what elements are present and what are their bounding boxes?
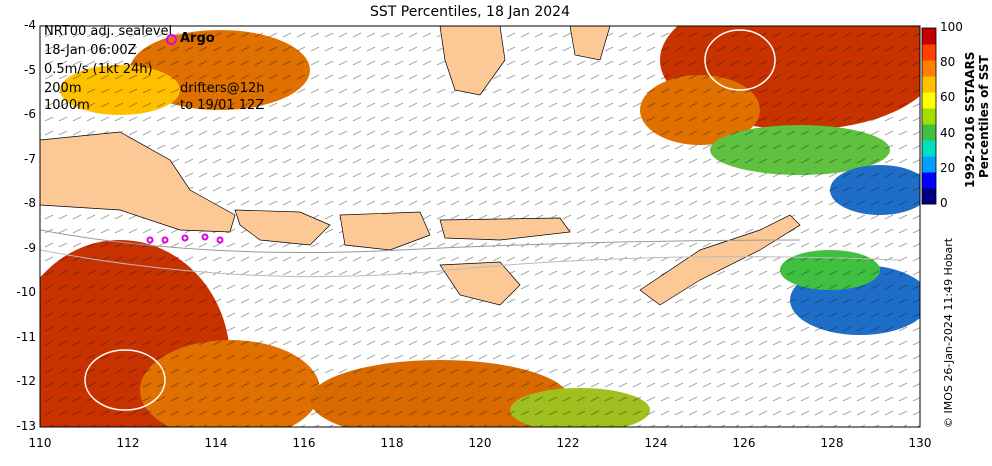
argo-floats (146, 233, 224, 244)
land-timor (639, 214, 801, 306)
land-flores (439, 217, 571, 241)
colorbar-swatch (922, 92, 936, 109)
y-tick-label: -11 (16, 329, 36, 344)
colorbar-tick-label: 20 (940, 160, 956, 175)
colorbar-tick-label: 60 (940, 90, 956, 105)
y-tick-label: -10 (16, 285, 36, 299)
isobath-1000m (40, 249, 901, 278)
map-title: SST Percentiles, 18 Jan 2024 (370, 4, 570, 20)
x-tick-label: 114 (204, 436, 228, 450)
legend-line-2: 18-Jan 06:00Z (44, 43, 137, 58)
x-tick-label: 124 (644, 436, 668, 450)
x-tick-label: 112 (116, 436, 140, 450)
colorbar-swatch (922, 60, 936, 77)
colorbar-swatch (922, 28, 936, 45)
colorbar (922, 28, 936, 205)
legend-argo: Argo (180, 31, 215, 46)
legend-drifters-2: to 19/01 12Z (180, 98, 265, 113)
colorbar-swatch (922, 172, 936, 189)
colorbar-title-1: 1992-2016 SSTAARS (963, 51, 977, 188)
y-tick-label: -9 (24, 240, 36, 255)
y-tick-label: -6 (24, 107, 36, 121)
y-tick-label: -7 (24, 151, 36, 166)
colorbar-swatch (922, 124, 936, 141)
legend-line-3: 0.5m/s (1kt 24h) (44, 62, 153, 77)
legend-line-4: 200m (44, 81, 82, 96)
colorbar-swatch (922, 188, 936, 205)
isobath-200m (40, 229, 801, 253)
x-tick-label: 128 (820, 436, 844, 450)
colorbar-swatch (922, 108, 936, 125)
colorbar-tick-label: 80 (940, 55, 956, 70)
y-tick-label: -4 (24, 18, 36, 32)
sealevel-contour-2 (704, 29, 776, 91)
land-sumbawa (339, 211, 431, 251)
colorbar-swatch (922, 76, 936, 93)
colorbar-title-2: Percentiles of SST (977, 55, 991, 178)
land-sulawesi (569, 26, 611, 61)
colorbar-swatch (922, 140, 936, 157)
sealevel-contour (84, 349, 166, 411)
legend-drifters-1: drifters@12h (180, 81, 265, 96)
x-tick-label: 130 (908, 436, 932, 450)
argo-icon (166, 34, 177, 45)
credit: © IMOS 26-Jan-2024 11:49 Hobart (942, 237, 955, 428)
x-tick-label: 110 (28, 436, 52, 450)
land-bali-lombok (234, 209, 331, 246)
x-tick-label: 120 (468, 436, 492, 450)
x-tick-label: 126 (732, 436, 756, 450)
legend-line-5: 1000m (44, 98, 90, 113)
x-tick-label: 122 (556, 436, 580, 450)
colorbar-tick-label: 0 (940, 196, 948, 210)
legend-line-1: NRT00 adj. sealevel (44, 24, 173, 39)
land-java (40, 131, 236, 233)
land-sumba (439, 261, 521, 306)
plot-frame (39, 25, 921, 428)
colorbar-swatch (922, 156, 936, 173)
x-tick-label: 116 (292, 436, 316, 450)
y-tick-label: -5 (24, 62, 36, 77)
y-tick-label: -13 (16, 418, 36, 433)
x-tick-label: 118 (380, 436, 404, 450)
colorbar-swatch (922, 44, 936, 61)
y-tick-label: -12 (16, 374, 36, 388)
colorbar-tick-label: 40 (940, 125, 956, 140)
y-tick-label: -8 (24, 196, 36, 210)
land-borneo (439, 26, 506, 96)
colorbar-tick-label: 100 (940, 20, 963, 34)
